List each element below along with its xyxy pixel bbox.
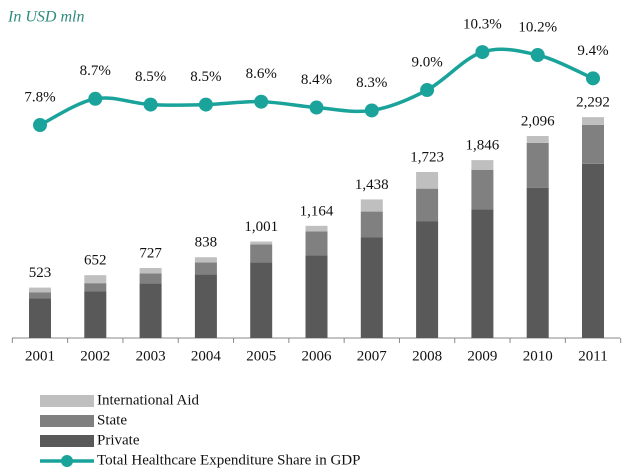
bar-segment <box>84 291 107 338</box>
x-tick-label: 2007 <box>357 348 388 364</box>
line-point <box>198 97 213 112</box>
bar-segment <box>305 225 328 232</box>
bar-segment <box>250 244 273 263</box>
line-value-label: 8.5% <box>135 69 166 85</box>
bar-segment <box>84 283 107 292</box>
line-point <box>254 94 269 109</box>
total-label: 1,723 <box>410 149 444 165</box>
bar-segment <box>29 287 51 293</box>
bar-segment <box>526 187 549 338</box>
line-point <box>309 100 324 115</box>
bar-segment <box>582 117 604 125</box>
line-value-label: 9.4% <box>577 43 608 59</box>
bar-segment <box>471 169 494 210</box>
legend-swatch <box>40 415 94 427</box>
bar-segment <box>305 255 328 338</box>
total-label: 1,164 <box>300 203 334 219</box>
line-point <box>33 118 47 133</box>
bar-segment <box>360 199 383 212</box>
legend-swatch <box>40 435 94 447</box>
bar-segment <box>29 292 51 299</box>
chart-title: In USD mln <box>7 9 84 26</box>
x-tick-label: 2010 <box>523 348 553 364</box>
x-tick-label: 2004 <box>191 348 222 364</box>
bar-segment <box>360 211 383 238</box>
line-value-label: 8.4% <box>301 72 332 88</box>
bar-segment <box>360 237 383 338</box>
line-value-label: 7.8% <box>24 89 55 105</box>
bar-segment <box>139 267 162 274</box>
bar-segment <box>250 241 273 245</box>
line-value-label: 10.3% <box>463 17 502 33</box>
total-label: 838 <box>195 235 218 251</box>
bar-segment <box>471 160 494 170</box>
total-label: 523 <box>29 265 52 281</box>
bar-segment <box>305 231 328 256</box>
line-point <box>88 91 103 106</box>
line-value-label: 9.0% <box>411 54 442 70</box>
bar-segment <box>139 283 162 338</box>
total-label: 1,846 <box>466 138 500 154</box>
total-label: 727 <box>139 245 162 261</box>
line-point <box>364 103 379 118</box>
legend-label: Private <box>97 432 140 448</box>
bar-segment <box>582 163 604 338</box>
bar-segment <box>139 273 162 284</box>
total-label: 2,096 <box>521 113 555 129</box>
line-value-label: 8.5% <box>190 69 221 85</box>
line-point <box>586 71 600 86</box>
x-tick-label: 2008 <box>412 348 442 364</box>
x-tick-label: 2006 <box>302 348 333 364</box>
bar-segment <box>416 221 439 338</box>
line-point <box>143 97 158 112</box>
legend-label: International Aid <box>97 392 200 408</box>
bar-segment <box>29 298 51 338</box>
bar-segment <box>526 136 549 143</box>
line-value-label: 8.3% <box>356 75 387 91</box>
bar-segment <box>582 124 604 164</box>
bar-segment <box>194 262 217 275</box>
total-label: 2,292 <box>576 95 610 111</box>
x-tick-label: 2009 <box>467 348 497 364</box>
x-tick-label: 2011 <box>578 348 607 364</box>
line-value-label: 8.7% <box>80 63 111 79</box>
x-tick-label: 2002 <box>80 348 110 364</box>
bar-segment <box>194 274 217 338</box>
x-tick-label: 2001 <box>25 348 55 364</box>
bar-segment <box>471 209 494 338</box>
bar-segment <box>250 262 273 338</box>
legend-label: State <box>97 412 127 428</box>
line-point <box>530 48 545 63</box>
legend-swatch <box>40 395 94 407</box>
bar-segment <box>416 171 439 189</box>
legend-label: Total Healthcare Expenditure Share in GD… <box>97 452 360 468</box>
bar-segment <box>194 257 217 263</box>
legend-swatch <box>61 455 73 467</box>
line-point <box>475 45 490 60</box>
x-tick-label: 2005 <box>246 348 276 364</box>
line-value-label: 8.6% <box>246 66 277 82</box>
line-point <box>420 83 435 98</box>
bar-segment <box>84 275 107 284</box>
total-label: 1,438 <box>355 177 389 193</box>
bar-segment <box>526 142 549 188</box>
line-value-label: 10.2% <box>518 19 557 35</box>
x-tick-label: 2003 <box>136 348 166 364</box>
total-label: 652 <box>84 253 107 269</box>
bar-segment <box>416 188 439 222</box>
total-label: 1,001 <box>244 219 278 235</box>
